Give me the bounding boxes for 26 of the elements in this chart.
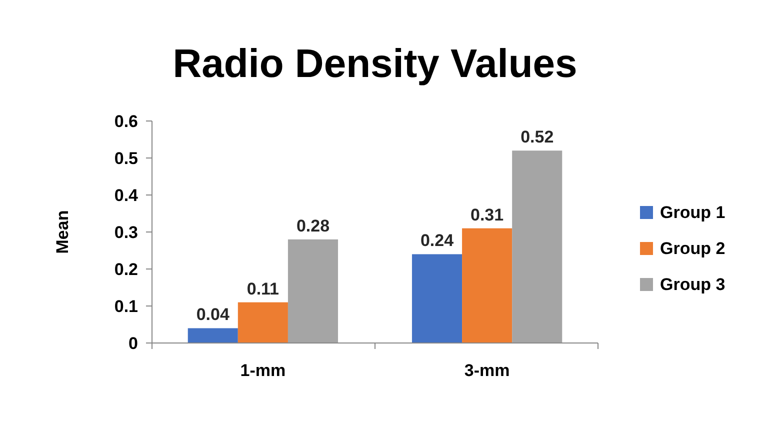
data-label: 0.28 <box>296 216 330 236</box>
legend-label: Group 1 <box>660 202 726 222</box>
data-label: 0.52 <box>520 128 554 147</box>
data-label: 0.04 <box>196 305 230 324</box>
data-label: 0.24 <box>420 231 454 250</box>
data-label: 0.11 <box>246 279 280 298</box>
bar <box>412 254 462 343</box>
data-label: 0.31 <box>470 205 504 224</box>
legend-label: Group 2 <box>660 238 726 258</box>
legend-label: Group 3 <box>660 274 726 294</box>
y-tick-label: 0.2 <box>114 260 138 279</box>
y-tick-label: 0.1 <box>114 296 138 316</box>
x-tick-label: 1-mm <box>240 361 286 380</box>
x-tick-label: 3-mm <box>464 361 510 380</box>
y-tick-label: 0.6 <box>114 112 138 131</box>
y-tick-label: 0 <box>128 334 138 353</box>
y-tick-label: 0.3 <box>114 222 138 242</box>
y-axis-title: Mean <box>53 210 72 254</box>
bar <box>188 328 238 343</box>
bar <box>238 302 288 343</box>
y-tick-label: 0.4 <box>114 186 139 205</box>
chart-title: Radio Density Values <box>172 42 578 86</box>
y-tick-label: 0.5 <box>114 148 138 168</box>
bar <box>288 239 338 343</box>
bar <box>462 228 512 343</box>
bar <box>512 150 562 343</box>
